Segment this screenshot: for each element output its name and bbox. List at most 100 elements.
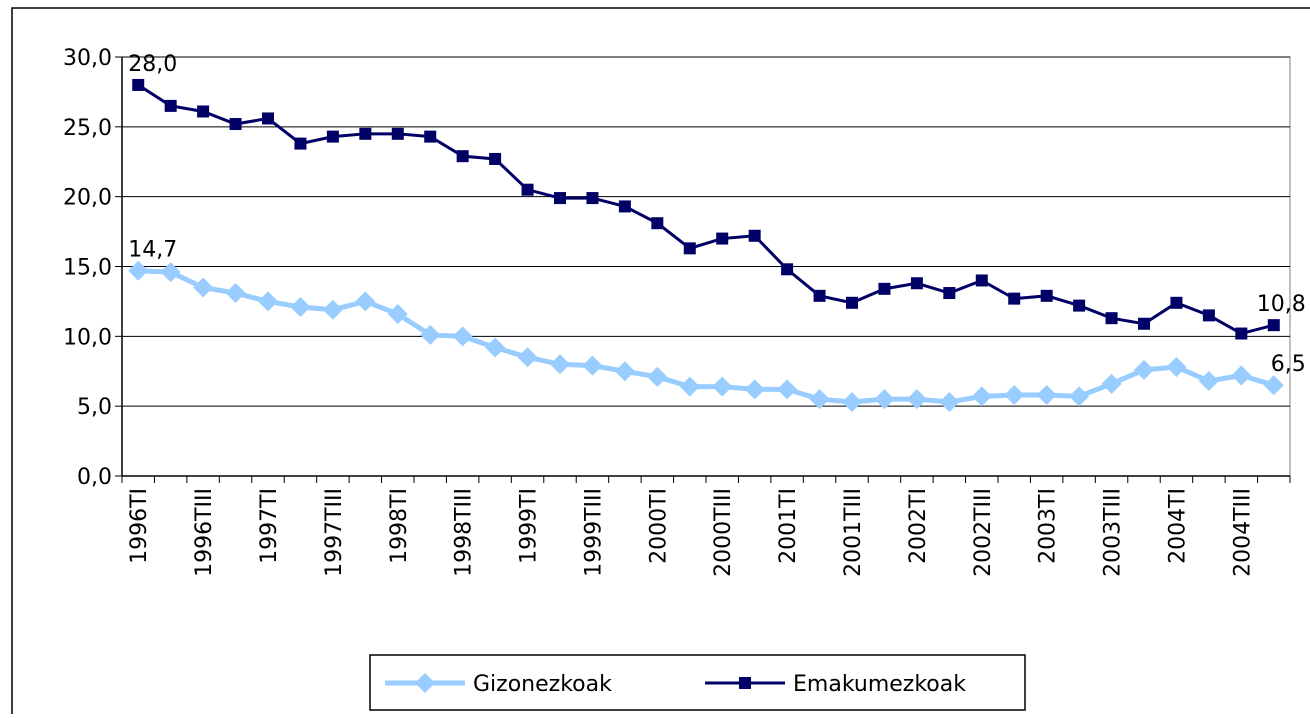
diamond-marker xyxy=(971,386,992,407)
x-tick-label: 2000TI xyxy=(646,488,671,564)
diamond-marker xyxy=(777,379,798,400)
square-marker xyxy=(781,263,794,276)
square-marker xyxy=(943,287,956,300)
square-marker xyxy=(262,112,274,125)
x-tick-label: 1998TIII xyxy=(452,488,477,577)
square-marker xyxy=(1008,292,1021,305)
x-tick-label: 2003TIII xyxy=(1101,488,1126,577)
diamond-marker xyxy=(744,379,765,400)
diamond-marker xyxy=(420,324,441,345)
square-marker xyxy=(1073,299,1086,312)
square-marker xyxy=(716,232,729,245)
legend-label: Emakumezkoak xyxy=(793,672,966,697)
square-marker xyxy=(618,200,631,213)
square-marker xyxy=(326,130,339,143)
y-tick-label: 30,0 xyxy=(63,46,112,71)
diamond-marker xyxy=(939,391,960,412)
square-marker xyxy=(521,183,534,196)
y-tick-label: 15,0 xyxy=(63,256,112,281)
square-marker xyxy=(846,296,858,309)
diamond-marker xyxy=(1069,386,1090,407)
square-marker xyxy=(651,217,664,230)
diamond-marker xyxy=(550,354,570,375)
diamond-marker xyxy=(452,326,473,347)
square-marker xyxy=(878,282,891,295)
diamond-marker xyxy=(679,376,700,397)
diamond-marker xyxy=(1198,371,1219,392)
diamond-marker xyxy=(874,389,895,410)
diamond-marker xyxy=(906,389,927,410)
x-tick-label: 2003TI xyxy=(1036,488,1061,564)
y-tick-label: 5,0 xyxy=(77,395,112,420)
legend-marker xyxy=(739,677,751,689)
x-tick-label: 2001TI xyxy=(776,488,801,564)
diamond-marker xyxy=(355,291,376,312)
square-marker xyxy=(748,229,761,242)
y-tick-label: 25,0 xyxy=(63,116,112,141)
square-marker xyxy=(294,137,307,150)
diamond-marker xyxy=(809,389,830,410)
diamond-marker xyxy=(1231,365,1252,386)
diamond-marker xyxy=(1101,373,1122,394)
diamond-marker xyxy=(1166,357,1187,378)
y-tick-label: 10,0 xyxy=(63,325,112,350)
x-tick-label: 1996TIII xyxy=(192,488,217,577)
square-marker xyxy=(554,192,566,205)
legend-marker xyxy=(415,673,435,693)
x-tick-label: 2002TI xyxy=(906,488,931,564)
square-marker xyxy=(910,277,923,290)
x-tick-label: 1997TI xyxy=(257,488,282,564)
diamond-marker xyxy=(1134,359,1154,380)
diamond-marker xyxy=(517,347,538,368)
square-marker xyxy=(391,127,404,140)
diamond-marker xyxy=(193,277,214,298)
diamond-marker xyxy=(1004,384,1025,405)
legend-label: Gizonezkoak xyxy=(473,672,612,697)
value-label: 14,7 xyxy=(128,238,177,263)
value-label: 10,8 xyxy=(1257,292,1306,317)
diamond-marker xyxy=(258,291,278,312)
legend-box xyxy=(369,654,1026,711)
x-tick-label: 2001TIII xyxy=(841,488,866,577)
square-marker xyxy=(424,130,437,143)
square-marker xyxy=(489,152,502,165)
value-label: 28,0 xyxy=(128,52,177,77)
x-tick-label: 1998TI xyxy=(387,488,412,564)
square-marker xyxy=(1040,289,1053,302)
diamond-marker xyxy=(712,376,733,397)
x-tick-label: 2004TI xyxy=(1165,488,1190,564)
diamond-marker xyxy=(647,366,668,387)
x-tick-label: 2000TIII xyxy=(711,488,736,577)
diamond-marker xyxy=(614,361,635,382)
diamond-marker xyxy=(160,262,181,283)
square-marker xyxy=(456,150,469,163)
square-marker xyxy=(164,99,177,112)
square-marker xyxy=(1138,317,1150,330)
square-marker xyxy=(132,78,145,91)
value-label: 6,5 xyxy=(1271,352,1306,377)
square-marker xyxy=(1170,296,1183,309)
diamond-marker xyxy=(1036,384,1057,405)
x-tick-label: 1996TI xyxy=(127,488,152,564)
y-tick-label: 20,0 xyxy=(63,186,112,211)
square-marker xyxy=(1267,319,1280,332)
diamond-marker xyxy=(128,260,149,281)
diamond-marker xyxy=(842,391,862,412)
diamond-marker xyxy=(290,297,311,318)
x-tick-label: 2002TIII xyxy=(971,488,996,577)
square-marker xyxy=(813,289,826,302)
x-tick-label: 1997TIII xyxy=(322,488,347,577)
square-marker xyxy=(197,105,210,118)
square-marker xyxy=(1202,309,1215,322)
square-marker xyxy=(359,127,372,140)
square-marker xyxy=(1235,327,1248,340)
square-marker xyxy=(586,192,599,205)
diamond-marker xyxy=(1263,375,1284,396)
square-marker xyxy=(975,274,988,287)
diamond-marker xyxy=(485,337,506,358)
diamond-marker xyxy=(582,355,603,376)
diamond-marker xyxy=(322,299,343,320)
diamond-marker xyxy=(387,303,408,324)
